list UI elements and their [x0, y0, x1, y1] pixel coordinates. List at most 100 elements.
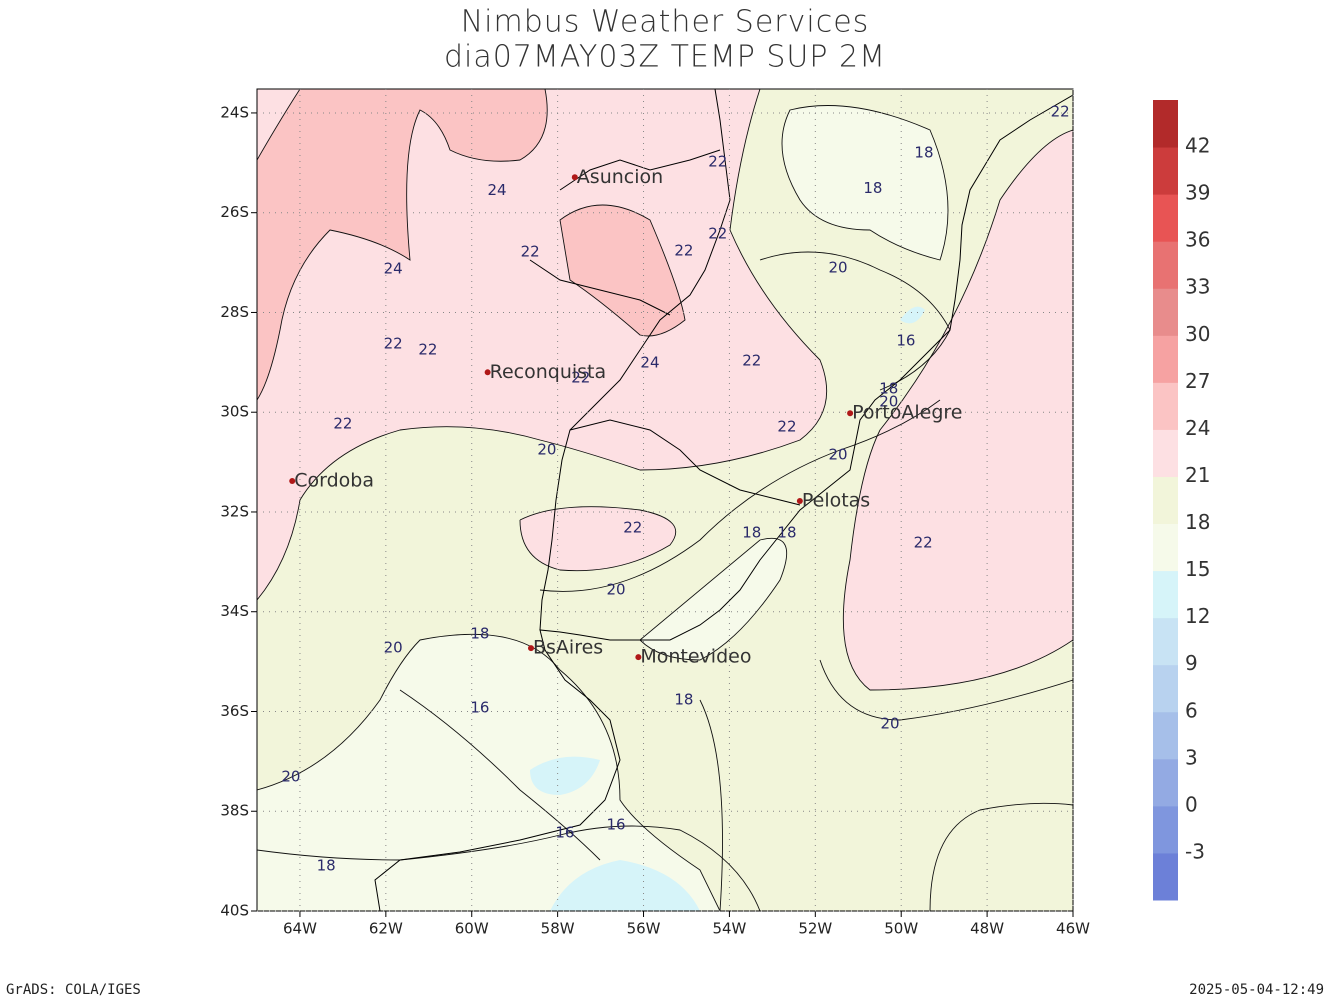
contour-line	[699, 659, 1073, 911]
coastline	[374, 89, 1073, 911]
city-label: Reconquista	[490, 361, 607, 383]
contour-label: 22	[384, 334, 403, 352]
title: Nimbus Weather Services	[461, 5, 870, 40]
x-tick-label: 52W	[798, 920, 832, 938]
footer-right: 2025-05-04-12:49	[1189, 982, 1324, 998]
colorbar-label: 6	[1185, 698, 1198, 722]
y-tick-label: 30S	[220, 403, 249, 421]
x-tick-label: 60W	[455, 920, 489, 938]
river-border	[539, 89, 731, 631]
contour-label: 22	[742, 351, 761, 369]
colorbar-swatch	[1153, 382, 1178, 430]
contour-label: 24	[488, 181, 507, 199]
colorbar-swatch	[1153, 617, 1178, 666]
y-tick-label: 40S	[220, 902, 249, 920]
city-marker	[484, 369, 491, 376]
colorbar-label: 0	[1185, 792, 1198, 816]
city-label: Cordoba	[294, 470, 374, 492]
colorbar-label: 42	[1185, 134, 1210, 158]
contour-label: 22	[623, 518, 642, 536]
colorbar-label: 15	[1185, 557, 1210, 581]
y-tick-label: 24S	[220, 103, 249, 121]
fill-21-24	[520, 506, 676, 571]
y-tick-label: 38S	[220, 802, 249, 820]
fill-15-18	[640, 538, 787, 660]
contour-label: 22	[708, 152, 727, 170]
contour-line	[929, 802, 1073, 911]
colorbar-swatch	[1153, 194, 1178, 242]
fill-15-18	[782, 105, 948, 260]
y-tick-label: 36S	[220, 702, 249, 720]
city-label: Montevideo	[640, 646, 751, 668]
contour-label: 22	[914, 533, 933, 551]
river-border	[529, 259, 671, 316]
x-tick-label: 64W	[283, 920, 317, 938]
city-label: Asuncion	[577, 166, 663, 188]
colorbar-swatch	[1153, 476, 1178, 525]
x-tick-label: 58W	[541, 920, 575, 938]
colorbar-label: 18	[1185, 510, 1210, 534]
x-tick-label: 50W	[884, 920, 918, 938]
contour-label: 22	[708, 225, 727, 243]
colorbar-label: 33	[1185, 275, 1210, 299]
x-tick-label: 62W	[369, 920, 403, 938]
river-border	[569, 419, 801, 506]
contour-line	[399, 689, 601, 861]
x-tick-label: 46W	[1056, 920, 1090, 938]
colorbar-swatch	[1153, 805, 1178, 854]
colorbar-label: 3	[1185, 745, 1198, 769]
city-label: Pelotas	[802, 489, 870, 511]
contour-line	[519, 506, 677, 572]
contour-label: 16	[470, 698, 489, 716]
contour-line	[257, 825, 761, 911]
contour-label: 18	[317, 857, 336, 875]
contour-label: 18	[742, 523, 761, 541]
contour-label: 22	[521, 243, 540, 261]
colorbar-label: 12	[1185, 604, 1210, 628]
colorbar-label: 9	[1185, 651, 1198, 675]
contour-line	[257, 633, 721, 911]
subtitle: dia07MAY03Z TEMP SUP 2M	[444, 40, 886, 75]
contour-line	[559, 204, 686, 337]
fill-12-15	[530, 756, 600, 795]
contour-label: 24	[384, 260, 403, 278]
contour-label: 16	[896, 331, 915, 349]
city-label: BsAires	[533, 637, 603, 659]
contour-label: 20	[281, 767, 300, 785]
colorbar-swatch	[1153, 288, 1178, 336]
contour-line	[257, 89, 548, 401]
contour-label: 18	[914, 143, 933, 161]
contour-label: 18	[777, 523, 796, 541]
contour-label: 20	[606, 580, 625, 598]
fill-12-15	[550, 860, 700, 911]
contour-label: 18	[879, 379, 898, 397]
city-marker	[528, 645, 535, 652]
colorbar-label: 21	[1185, 463, 1210, 487]
contour-line	[842, 129, 1073, 691]
fill-24-27	[560, 205, 685, 336]
city-label: PortoAlegre	[852, 402, 962, 424]
city-marker	[289, 478, 296, 485]
colorbar-label: 24	[1185, 416, 1210, 440]
contour-label: 22	[333, 415, 352, 433]
y-tick-label: 28S	[220, 303, 249, 321]
coastline	[374, 94, 1073, 911]
contour-label: 20	[880, 714, 899, 732]
contour-label: 20	[384, 639, 403, 657]
contour-line	[257, 89, 828, 601]
contour-label: 22	[674, 242, 693, 260]
fill-24-27	[257, 89, 548, 400]
colorbar-swatch	[1153, 711, 1178, 760]
contour-label: 20	[537, 441, 556, 459]
colorbar-label: 39	[1185, 181, 1210, 205]
colorbar-swatch	[1153, 335, 1178, 383]
contour-label: 22	[571, 368, 590, 386]
city-marker	[635, 654, 642, 661]
y-tick-label: 34S	[220, 602, 249, 620]
x-tick-label: 56W	[627, 920, 661, 938]
footer-left: GrADS: COLA/IGES	[6, 982, 141, 998]
contour-label: 16	[555, 824, 574, 842]
city-marker	[571, 174, 578, 181]
contour-line	[781, 105, 949, 261]
contour-label: 18	[674, 691, 693, 709]
